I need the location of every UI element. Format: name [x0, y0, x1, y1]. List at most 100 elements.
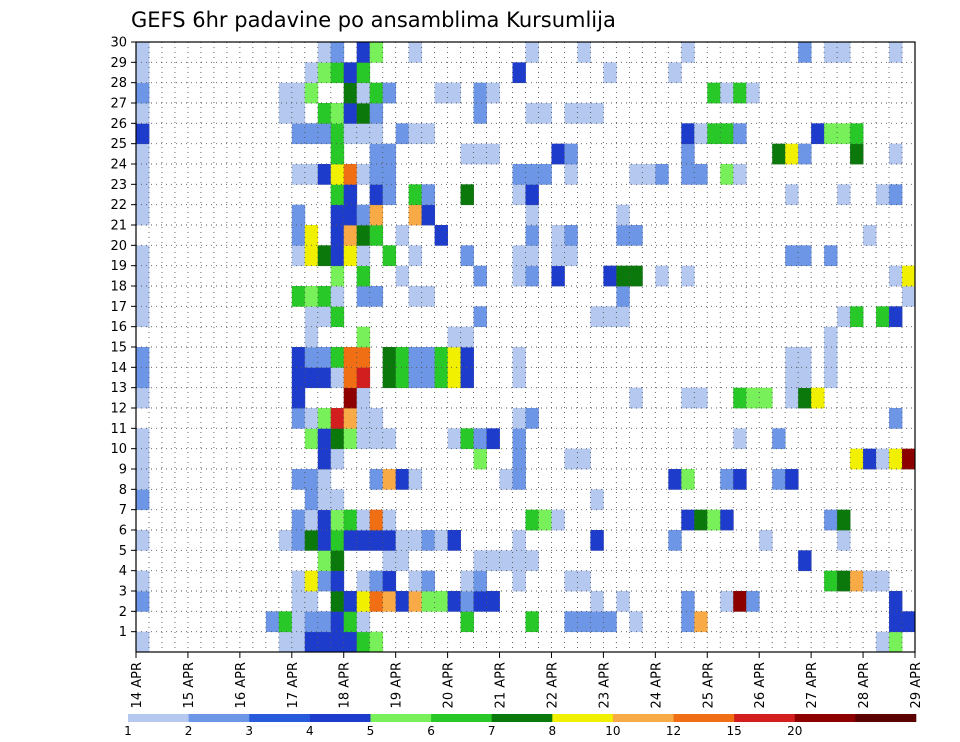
heatmap-cell — [356, 570, 371, 592]
heatmap-cell — [577, 570, 591, 592]
heatmap-cell — [317, 245, 332, 267]
heatmap-cell — [356, 265, 371, 287]
heatmap-cell — [889, 448, 903, 470]
heatmap-cell — [136, 164, 150, 185]
heatmap-cell — [551, 265, 565, 287]
heatmap-cell — [421, 347, 436, 368]
heatmap-cell — [356, 347, 371, 368]
heatmap-cell — [525, 509, 539, 531]
colorbar-label: 3 — [245, 724, 253, 738]
heatmap-cell — [356, 367, 371, 389]
heatmap-cell — [382, 570, 397, 592]
heatmap-cell — [681, 164, 695, 185]
heatmap-cell — [668, 530, 682, 551]
heatmap-cell — [759, 530, 773, 551]
heatmap-cell — [889, 265, 903, 287]
heatmap-cell — [577, 448, 591, 470]
heatmap-cell — [304, 509, 319, 531]
heatmap-cell — [473, 82, 487, 104]
heatmap-cell — [408, 42, 423, 63]
heatmap-cell — [330, 448, 345, 470]
heatmap-cell — [343, 530, 358, 551]
heatmap-cell — [304, 347, 319, 368]
y-tick-label: 14 — [110, 361, 127, 376]
heatmap-cell — [291, 591, 306, 612]
heatmap-cell — [369, 469, 384, 490]
x-tick-label: 18 APR — [338, 662, 353, 708]
heatmap-cell — [356, 103, 371, 124]
heatmap-cells — [136, 42, 916, 653]
heatmap-cell — [330, 245, 345, 267]
heatmap-cell — [629, 225, 643, 246]
heatmap-cell — [136, 570, 150, 592]
heatmap-cell — [889, 184, 903, 206]
heatmap-cell — [785, 387, 799, 409]
heatmap-cell — [330, 306, 345, 328]
heatmap-cell — [330, 286, 345, 307]
heatmap-cell — [291, 347, 306, 368]
heatmap-cell — [512, 184, 526, 206]
heatmap-cell — [876, 448, 890, 470]
heatmap-cell — [421, 367, 436, 389]
heatmap-cell — [447, 326, 461, 348]
heatmap-cell — [902, 611, 916, 633]
heatmap-cell — [824, 326, 838, 348]
heatmap-cell — [772, 469, 786, 490]
heatmap-cell — [707, 82, 721, 104]
heatmap-cell — [395, 550, 410, 572]
heatmap-cell — [616, 265, 630, 287]
colorbar-swatch — [128, 714, 189, 722]
colorbar-swatch — [734, 714, 796, 722]
heatmap-cell — [136, 143, 150, 165]
heatmap-cell — [343, 225, 358, 246]
heatmap-cell — [395, 591, 410, 612]
heatmap-cell — [551, 225, 565, 246]
heatmap-cell — [304, 62, 319, 84]
heatmap-cell — [837, 184, 851, 206]
heatmap-cell — [434, 530, 448, 551]
heatmap-cell — [317, 428, 332, 450]
heatmap-cell — [642, 164, 656, 185]
heatmap-cell — [330, 489, 345, 511]
heatmap-cell — [278, 530, 293, 551]
heatmap-cell — [564, 164, 578, 185]
heatmap-cell — [317, 469, 332, 490]
heatmap-cell — [382, 591, 397, 612]
heatmap-cell — [330, 570, 345, 592]
y-tick-label: 20 — [110, 239, 127, 254]
y-tick-label: 21 — [110, 219, 127, 234]
heatmap-cell — [798, 387, 812, 409]
heatmap-cell — [330, 164, 345, 185]
heatmap-cell — [785, 184, 799, 206]
heatmap-cell — [304, 367, 319, 389]
heatmap-cell — [304, 631, 319, 653]
colorbar-swatch — [249, 714, 311, 722]
heatmap-cell — [369, 143, 384, 165]
heatmap-cell — [512, 265, 526, 287]
heatmap-cell — [798, 42, 812, 63]
heatmap-cell — [603, 62, 617, 84]
heatmap-cell — [356, 509, 371, 531]
colorbar-label: 7 — [488, 724, 496, 738]
heatmap-cell — [304, 408, 319, 429]
heatmap-cell — [460, 184, 474, 206]
y-tick-label: 13 — [110, 381, 127, 396]
y-tick-label: 9 — [119, 463, 127, 478]
heatmap-cell — [356, 123, 371, 145]
heatmap-cell — [369, 82, 384, 104]
heatmap-cell — [136, 347, 150, 368]
heatmap-cell — [382, 550, 397, 572]
x-tick-label: 20 APR — [442, 662, 457, 708]
heatmap-cell — [278, 103, 293, 124]
heatmap-cell — [733, 387, 747, 409]
heatmap-cell — [369, 225, 384, 246]
heatmap-cell — [356, 62, 371, 84]
heatmap-cell — [499, 550, 513, 572]
heatmap-cell — [564, 225, 578, 246]
heatmap-cell — [512, 448, 526, 470]
heatmap-cell — [317, 550, 332, 572]
heatmap-cell — [136, 62, 150, 84]
heatmap-cell — [746, 82, 760, 104]
y-tick-label: 23 — [110, 178, 127, 193]
heatmap-cell — [434, 82, 448, 104]
